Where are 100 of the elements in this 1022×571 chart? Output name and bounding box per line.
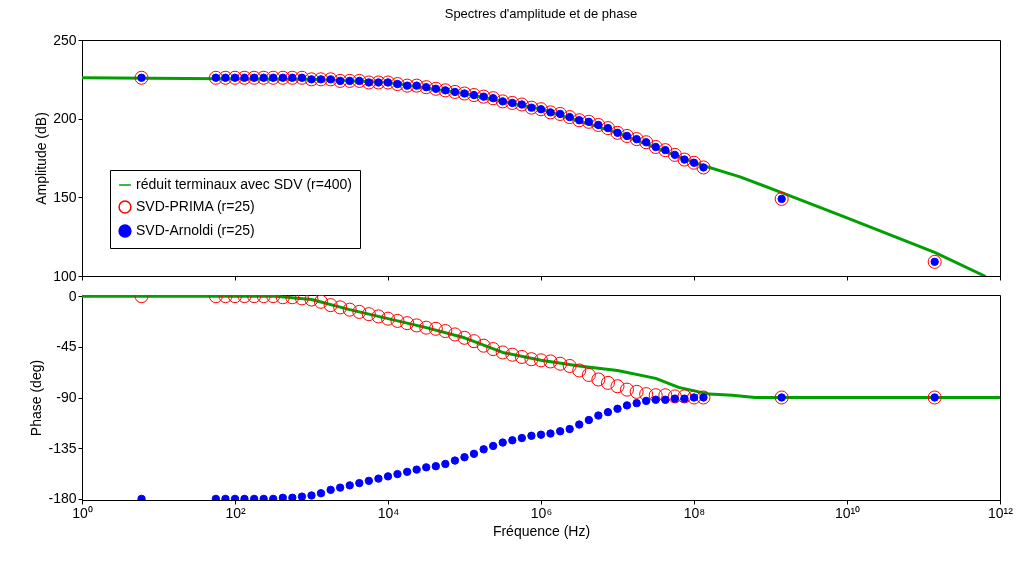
point <box>409 318 424 333</box>
point <box>498 438 507 447</box>
legend-label: SVD-Arnoldi (r=25) <box>136 222 255 238</box>
point <box>533 353 549 368</box>
point <box>476 338 491 353</box>
x-tick-label: 10² <box>225 504 246 521</box>
point <box>488 441 498 451</box>
point <box>486 342 501 357</box>
point <box>651 395 660 404</box>
point <box>333 300 348 315</box>
point <box>323 298 338 313</box>
x-tick-label: 10¹² <box>988 504 1014 521</box>
x-tick-label: 10⁴ <box>377 504 400 521</box>
point <box>352 304 367 319</box>
point <box>371 309 386 324</box>
point <box>402 467 412 477</box>
point <box>658 388 673 403</box>
point <box>450 456 460 465</box>
point <box>441 459 450 469</box>
point <box>591 372 606 387</box>
point <box>278 493 288 500</box>
x-tick-label: 10⁰ <box>72 504 93 521</box>
point <box>335 483 345 492</box>
point <box>581 367 596 382</box>
y-tick-label: 100 <box>53 267 77 284</box>
point <box>355 478 364 488</box>
point <box>495 345 510 360</box>
point <box>460 453 469 462</box>
point <box>383 472 393 481</box>
point <box>466 334 481 349</box>
point <box>619 382 634 397</box>
point <box>584 415 594 425</box>
y-tick-label: -90 <box>56 389 77 405</box>
point <box>304 295 319 307</box>
point <box>374 474 383 483</box>
point <box>428 321 443 336</box>
point <box>361 307 376 322</box>
y-tick-label: 250 <box>53 31 77 48</box>
point <box>431 462 441 471</box>
point <box>419 320 434 335</box>
x-tick-label: 10⁶ <box>530 504 553 521</box>
point <box>364 476 374 486</box>
point <box>390 313 405 328</box>
point <box>457 330 472 345</box>
point <box>297 492 307 500</box>
point <box>572 363 587 378</box>
point <box>610 379 625 394</box>
point <box>632 398 641 408</box>
point <box>447 327 462 342</box>
point <box>622 401 632 410</box>
point <box>288 493 297 500</box>
point <box>412 465 421 474</box>
point <box>594 411 603 420</box>
point <box>555 427 565 436</box>
point <box>469 449 479 459</box>
point <box>400 316 415 331</box>
y-axis-title: Amplitude (dB) <box>33 112 50 205</box>
point <box>345 481 354 490</box>
point <box>553 356 568 371</box>
point <box>667 389 682 404</box>
point <box>422 463 431 472</box>
point <box>629 384 644 399</box>
y-tick-label: -180 <box>48 490 77 507</box>
y-tick-label: -45 <box>56 338 77 355</box>
x-axis-title: Fréquence (Hz) <box>492 522 591 539</box>
point <box>380 311 396 326</box>
point <box>536 430 546 439</box>
point <box>648 388 663 403</box>
point <box>575 420 584 429</box>
x-tick-label: 10⁸ <box>683 504 706 521</box>
point <box>514 349 529 364</box>
y-tick-label: -135 <box>48 439 77 456</box>
point <box>677 389 692 404</box>
point <box>546 429 555 438</box>
legend-label: SVD-PRIMA (r=25) <box>136 198 255 214</box>
point <box>326 485 335 495</box>
point <box>393 469 402 479</box>
legend-label: réduit terminaux avec SDV (r=400) <box>136 176 352 192</box>
point <box>479 445 488 454</box>
point <box>307 491 316 500</box>
point <box>641 396 651 406</box>
y-axis-title: Phase (deg) <box>28 359 45 437</box>
point <box>639 387 654 402</box>
y-tick-label: 150 <box>53 188 77 205</box>
point <box>527 431 536 440</box>
point <box>543 354 558 369</box>
point <box>313 295 328 309</box>
point <box>524 352 539 367</box>
point <box>517 433 527 443</box>
point <box>342 302 357 317</box>
point <box>661 395 670 404</box>
y-tick-label: 200 <box>53 110 77 127</box>
point <box>603 407 613 417</box>
x-tick-label: 10¹⁰ <box>834 504 861 521</box>
point <box>508 436 517 445</box>
chart-title: Spectres d'amplitude et de phase <box>444 6 638 21</box>
point <box>600 375 615 390</box>
point <box>562 358 577 373</box>
y-tick-label: 0 <box>68 287 77 304</box>
point <box>316 489 326 498</box>
